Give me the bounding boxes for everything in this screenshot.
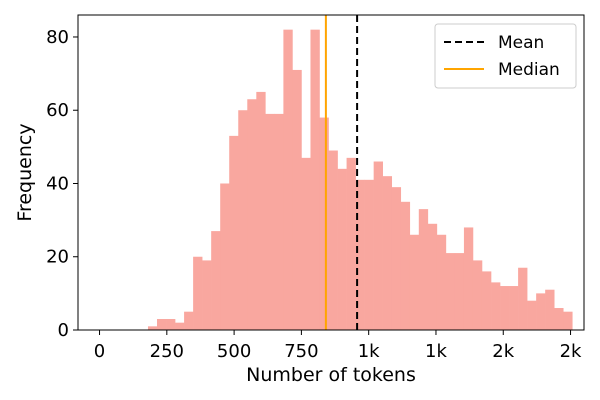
histogram-bar	[427, 223, 438, 330]
histogram-bar	[373, 161, 383, 330]
histogram-bar	[319, 117, 329, 330]
histogram-bar	[355, 179, 365, 330]
y-axis-label: Frequency	[14, 123, 36, 221]
histogram-bar	[265, 113, 275, 330]
histogram-bar	[184, 311, 194, 330]
y-tick-label: 40	[46, 173, 69, 194]
histogram-bars	[147, 29, 573, 331]
histogram-bar	[418, 209, 429, 330]
histogram-bar	[545, 289, 555, 330]
histogram-bar	[301, 157, 311, 330]
histogram-bar	[536, 293, 546, 330]
y-tick-label: 60	[46, 100, 69, 121]
histogram-bar	[202, 260, 212, 330]
histogram-bar	[292, 69, 302, 330]
x-tick-label: 1k	[358, 341, 380, 362]
histogram-bar	[400, 201, 411, 330]
histogram-bar	[166, 319, 176, 330]
histogram-bar	[256, 91, 266, 330]
histogram-bar	[147, 326, 158, 330]
histogram-bar	[527, 300, 537, 330]
histogram-bar	[283, 29, 293, 331]
histogram-bar	[509, 286, 519, 330]
histogram-bar	[382, 176, 393, 330]
legend-mean-label: Mean	[498, 33, 544, 53]
plot-frame	[77, 14, 585, 331]
histogram-bar	[229, 135, 239, 330]
histogram-bar	[247, 99, 257, 330]
reference-lines	[324, 15, 359, 330]
histogram-bar	[157, 319, 167, 330]
histogram-bar	[193, 256, 203, 330]
histogram-bar	[175, 322, 185, 330]
x-tick-label: 2k	[560, 341, 582, 362]
histogram-bar	[220, 183, 230, 330]
histogram-bar	[436, 234, 447, 330]
histogram-bar	[328, 150, 338, 330]
y-tick-label: 0	[58, 320, 69, 341]
histogram-bar	[274, 113, 284, 330]
histogram-bar	[346, 157, 356, 330]
x-tick-label: 250	[150, 341, 184, 362]
legend: Mean Median	[434, 23, 577, 89]
histogram-bar	[454, 253, 465, 330]
y-tick-label: 20	[46, 247, 69, 268]
y-tick-label: 80	[46, 27, 69, 48]
x-tick-label: 1k	[425, 341, 447, 362]
y-axis-ticks: 0 20 40 60 80	[46, 27, 78, 341]
histogram-bar	[310, 29, 320, 331]
histogram-bar	[472, 260, 483, 330]
histogram-bar	[563, 311, 573, 330]
histogram-bar	[481, 271, 492, 330]
x-tick-label: 500	[217, 341, 251, 362]
histogram-bar	[409, 234, 420, 330]
histogram-bar	[554, 308, 564, 330]
x-axis-ticks: 0 250 500 750 1k 1k 2k 2k	[94, 330, 582, 362]
histogram-bar	[463, 227, 474, 330]
x-tick-label: 2k	[492, 341, 514, 362]
histogram-bar	[211, 231, 221, 330]
histogram-bar	[445, 253, 456, 330]
x-tick-label: 750	[284, 341, 318, 362]
histogram-bar	[364, 179, 374, 330]
legend-median-label: Median	[498, 60, 560, 80]
histogram-bar	[337, 168, 347, 330]
histogram-bar	[500, 286, 510, 330]
histogram-bar	[238, 110, 248, 330]
x-axis-label: Number of tokens	[246, 364, 416, 386]
x-tick-label: 0	[94, 341, 105, 362]
legend-box	[434, 23, 577, 89]
histogram-bar	[391, 187, 402, 330]
histogram-bar	[491, 282, 501, 330]
histogram-bar	[518, 267, 528, 330]
